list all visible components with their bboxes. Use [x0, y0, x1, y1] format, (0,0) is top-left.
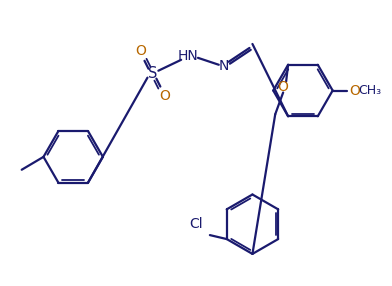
Text: O: O	[159, 90, 170, 104]
Text: O: O	[349, 84, 360, 98]
Text: O: O	[135, 44, 146, 58]
Text: N: N	[219, 59, 229, 73]
Text: CH₃: CH₃	[359, 84, 382, 97]
Text: Cl: Cl	[189, 217, 203, 231]
Text: O: O	[278, 80, 289, 94]
Text: S: S	[148, 66, 157, 81]
Text: HN: HN	[178, 49, 198, 63]
